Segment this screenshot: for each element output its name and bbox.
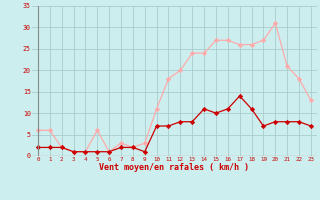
X-axis label: Vent moyen/en rafales ( km/h ): Vent moyen/en rafales ( km/h ) — [100, 164, 249, 172]
